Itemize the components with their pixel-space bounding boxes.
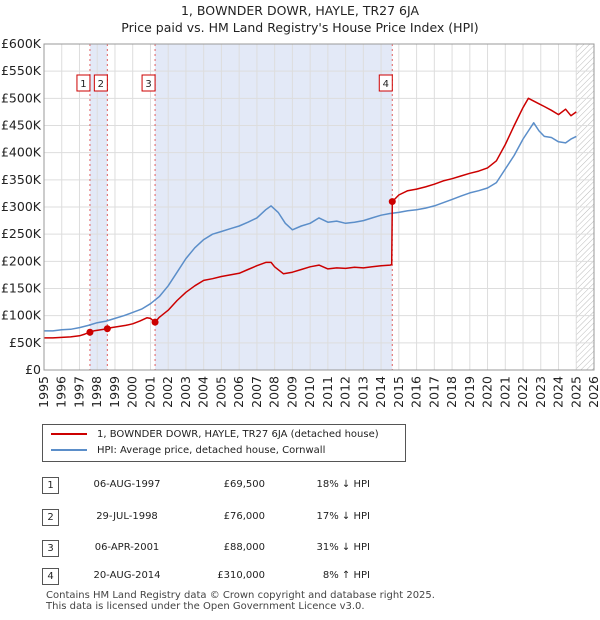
transaction-price: £310,000 [217, 570, 265, 581]
x-tick-label: 2022 [515, 376, 530, 408]
plot-frame [43, 43, 595, 371]
legend-item-property: 1, BOWNDER DOWR, HAYLE, TR27 6JA (detach… [51, 427, 379, 443]
transaction-date: 06-APR-2001 [94, 542, 160, 553]
transaction-date: 29-JUL-1998 [96, 511, 158, 522]
y-tick-label: £150K [1, 281, 42, 296]
transaction-number: 3 [42, 540, 59, 557]
x-tick-label: 2024 [551, 376, 566, 408]
legend-item-hpi: HPI: Average price, detached house, Corn… [51, 443, 325, 459]
y-tick-label: £450K [1, 118, 42, 133]
marker-label: 1 [80, 79, 86, 90]
transaction-number: 4 [42, 568, 59, 585]
transaction-number: 2 [42, 509, 59, 526]
x-tick-label: 2019 [462, 376, 477, 408]
footer-license: This data is licensed under the Open Gov… [46, 601, 365, 612]
x-tick-label: 2000 [125, 376, 140, 408]
y-tick-label: £550K [1, 63, 42, 78]
y-tick-label: £600K [1, 36, 42, 51]
x-tick-label: 2010 [302, 376, 317, 408]
x-tick-label: 2020 [480, 376, 495, 408]
x-tick-label: 2009 [284, 376, 299, 408]
x-tick-label: 2018 [444, 376, 459, 408]
y-tick-label: £50K [9, 335, 42, 350]
transaction-date: 20-AUG-2014 [93, 570, 161, 581]
marker-label-box [378, 74, 393, 92]
y-tick-label: £0 [25, 362, 41, 377]
x-tick-label: 2006 [231, 376, 246, 408]
x-tick-label: 2023 [533, 376, 548, 408]
x-tick-label: 2017 [426, 376, 441, 408]
transaction-hpi: 18% ↓ HPI [316, 479, 370, 490]
series-line-property [44, 97, 577, 339]
y-tick-label: £250K [1, 226, 42, 241]
x-tick-label: 2016 [409, 376, 424, 408]
x-tick-label: 2014 [373, 376, 388, 408]
transaction-row: 3 06-APR-2001 £88,000 31% ↓ HPI [0, 538, 600, 560]
x-tick-label: 1996 [54, 376, 69, 408]
x-tick-label: 2007 [249, 376, 264, 408]
x-tick-label: 2026 [586, 376, 600, 408]
x-tick-label: 1999 [107, 376, 122, 408]
x-tick-label: 2025 [568, 376, 583, 408]
x-tick-label: 2008 [267, 376, 282, 408]
footer: Contains HM Land Registry data © Crown c… [46, 590, 435, 612]
sale-point [388, 198, 396, 206]
price-chart: 1, BOWNDER DOWR, HAYLE, TR27 6JA Price p… [1, 3, 600, 408]
y-tick-label: £400K [1, 145, 42, 160]
legend-line-blue [51, 449, 87, 451]
x-tick-label: 2013 [355, 376, 370, 408]
x-tick-label: 2003 [178, 376, 193, 408]
x-tick-label: 1997 [71, 376, 86, 408]
marker-label: 2 [98, 79, 104, 90]
sale-point [103, 325, 111, 333]
y-tick-label: £300K [1, 199, 42, 214]
series-line-hpi [44, 122, 577, 332]
marker-label: 4 [383, 79, 389, 90]
transaction-row: 2 29-JUL-1998 £76,000 17% ↓ HPI [0, 507, 600, 529]
transaction-row: 4 20-AUG-2014 £310,000 8% ↑ HPI [0, 566, 600, 588]
y-tick-label: £350K [1, 172, 42, 187]
x-tick-label: 2015 [391, 376, 406, 408]
x-tick-label: 2012 [338, 376, 353, 408]
marker-label: 3 [145, 79, 151, 90]
transaction-date: 06-AUG-1997 [93, 479, 161, 490]
x-tick-label: 2001 [142, 376, 157, 408]
transaction-price: £88,000 [223, 542, 265, 553]
y-tick-label: £100K [1, 308, 42, 323]
marker-label-box [93, 74, 108, 92]
sale-point [151, 318, 159, 326]
x-tick-label: 1995 [36, 376, 51, 408]
legend-label-hpi: HPI: Average price, detached house, Corn… [97, 445, 326, 456]
x-tick-label: 2011 [320, 376, 335, 408]
x-tick-label: 2005 [213, 376, 228, 408]
footer-copyright: Contains HM Land Registry data © Crown c… [46, 590, 435, 601]
chart-title: 1, BOWNDER DOWR, HAYLE, TR27 6JA [181, 3, 419, 18]
transaction-hpi: 8% ↑ HPI [322, 570, 370, 581]
y-tick-label: £500K [1, 90, 42, 105]
legend-label-property: 1, BOWNDER DOWR, HAYLE, TR27 6JA (detach… [97, 429, 379, 440]
y-tick-label: £200K [1, 253, 42, 268]
x-tick-label: 2021 [497, 376, 512, 408]
transaction-hpi: 17% ↓ HPI [316, 511, 370, 522]
sale-point [86, 328, 94, 336]
legend-line-red [51, 433, 87, 435]
x-tick-label: 2004 [196, 376, 211, 408]
transaction-price: £76,000 [223, 511, 265, 522]
transaction-hpi: 31% ↓ HPI [316, 542, 370, 553]
chart-subtitle: Price paid vs. HM Land Registry's House … [121, 20, 478, 35]
transaction-number: 1 [42, 477, 59, 494]
marker-label-box [76, 74, 91, 92]
x-tick-label: 2002 [160, 376, 175, 408]
x-tick-label: 1998 [89, 376, 104, 408]
legend: 1, BOWNDER DOWR, HAYLE, TR27 6JA (detach… [42, 424, 406, 462]
transaction-price: £69,500 [223, 479, 265, 490]
marker-label-box [141, 74, 156, 92]
transaction-row: 1 06-AUG-1997 £69,500 18% ↓ HPI [0, 475, 600, 497]
